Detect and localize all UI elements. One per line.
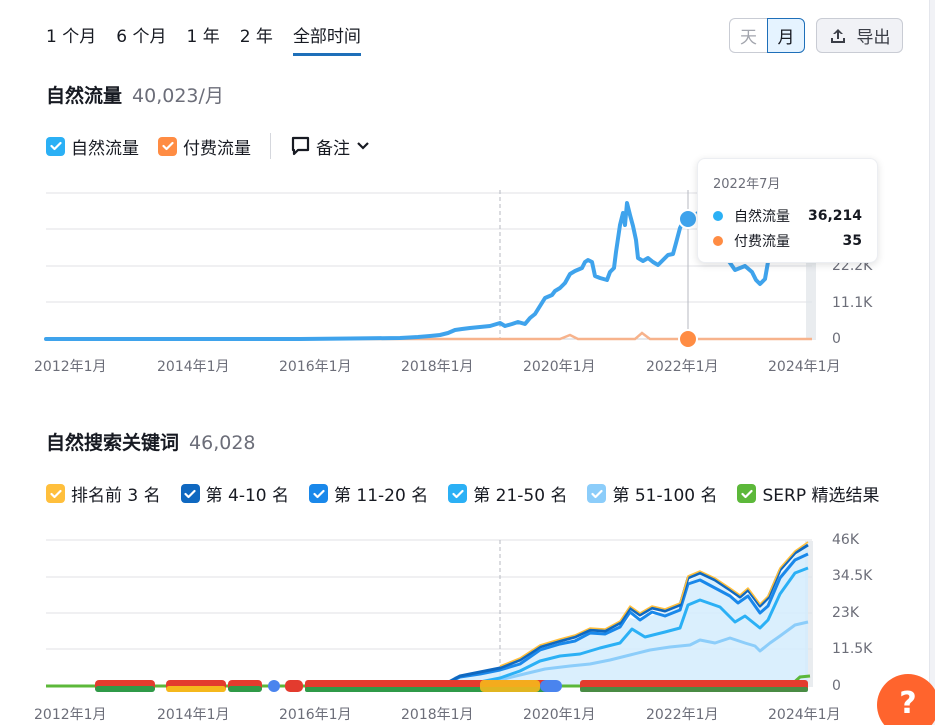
legend-label: 第 4-10 名	[205, 486, 290, 506]
keywords-value: 46,028	[189, 432, 256, 454]
checkbox-checked-icon[interactable]	[158, 136, 177, 156]
legend-51-100[interactable]: 第 51-100 名	[587, 481, 717, 506]
x-tick: 2018年1月	[401, 707, 474, 723]
x-tick: 2022年1月	[646, 359, 719, 375]
keywords-title: 自然搜索关键词	[46, 432, 180, 454]
legend-21-50[interactable]: 第 21-50 名	[448, 481, 567, 506]
dot-icon	[713, 210, 723, 221]
legend-label: 第 21-50 名	[473, 486, 568, 506]
legend-divider	[270, 133, 271, 159]
x-tick: 2012年1月	[34, 707, 107, 723]
period-tabs: 1 个月 6 个月 1 年 2 年 全部时间	[46, 22, 381, 56]
google-update-markers[interactable]	[95, 680, 808, 692]
x-tick: 2014年1月	[157, 359, 230, 375]
tooltip-row-organic: 自然流量 36,214	[713, 203, 862, 228]
legend-label: SERP 精选结果	[762, 486, 880, 506]
legend-label: 自然流量	[71, 138, 139, 159]
y-tick: 46K	[832, 532, 860, 548]
traffic-value: 40,023/月	[132, 85, 224, 107]
export-label: 导出	[856, 28, 891, 48]
keywords-legend: 排名前 3 名 第 4-10 名 第 11-20 名 第 21-50 名 第 5…	[46, 481, 879, 506]
traffic-chart[interactable]: 22.2K 11.1K 0 2012年1月 2014年1月 2016年1月 20…	[0, 180, 935, 380]
y-tick: 34.5K	[832, 568, 873, 584]
checkbox-checked-icon[interactable]	[180, 484, 200, 503]
traffic-legend: 自然流量 付费流量 备注	[46, 133, 370, 159]
y-tick: 23K	[832, 605, 860, 621]
month-button[interactable]: 月	[767, 18, 805, 53]
legend-11-20[interactable]: 第 11-20 名	[309, 481, 428, 506]
question-icon: ?	[899, 686, 917, 721]
legend-top-3[interactable]: 排名前 3 名	[46, 481, 161, 506]
checkbox-checked-icon[interactable]	[448, 484, 468, 503]
x-tick: 2012年1月	[34, 359, 107, 375]
legend-serp-features[interactable]: SERP 精选结果	[737, 481, 879, 506]
traffic-header: 自然流量 40,023/月	[46, 81, 224, 108]
tab-1-year[interactable]: 1 年	[186, 27, 220, 47]
chevron-down-icon	[357, 142, 369, 150]
y-tick: 11.1K	[832, 295, 873, 311]
x-tick: 2016年1月	[279, 359, 352, 375]
checkbox-checked-icon[interactable]	[737, 484, 757, 503]
x-tick: 2020年1月	[523, 707, 596, 723]
legend-organic-traffic[interactable]: 自然流量	[46, 134, 139, 159]
tab-1-month[interactable]: 1 个月	[46, 27, 97, 47]
y-tick: 0	[832, 331, 841, 347]
traffic-title: 自然流量	[46, 85, 123, 107]
keywords-header: 自然搜索关键词 46,028	[46, 428, 256, 455]
tooltip-value: 36,214	[807, 207, 862, 224]
tab-all-time[interactable]: 全部时间	[292, 22, 361, 56]
x-tick: 2024年1月	[768, 707, 841, 723]
help-button[interactable]: ?	[877, 674, 935, 725]
tooltip-value: 35	[842, 232, 862, 249]
x-tick: 2018年1月	[401, 359, 474, 375]
checkbox-checked-icon[interactable]	[46, 484, 65, 503]
keywords-chart[interactable]: 46K 34.5K 23K 11.5K 0 2012年1月 2014年1月 20…	[0, 525, 935, 725]
x-tick: 2020年1月	[523, 359, 596, 375]
legend-label: 第 51-100 名	[612, 486, 718, 506]
x-tick: 2016年1月	[279, 707, 352, 723]
tooltip-date: 2022年7月	[713, 177, 781, 192]
checkbox-checked-icon[interactable]	[46, 136, 65, 156]
legend-paid-traffic[interactable]: 付费流量	[158, 134, 251, 159]
tab-6-months[interactable]: 6 个月	[116, 27, 167, 47]
granularity-toggle: 天 月	[729, 18, 805, 53]
y-tick: 11.5K	[832, 641, 873, 657]
tooltip-label: 自然流量	[734, 208, 790, 225]
day-button[interactable]: 天	[729, 18, 767, 53]
upload-icon	[830, 28, 845, 43]
x-tick: 2014年1月	[157, 707, 230, 723]
legend-label: 排名前 3 名	[71, 486, 161, 506]
legend-label: 第 11-20 名	[334, 486, 429, 506]
x-tick: 2022年1月	[646, 707, 719, 723]
legend-4-10[interactable]: 第 4-10 名	[180, 481, 290, 506]
chart-tooltip: 2022年7月 自然流量 36,214 付费流量 35	[697, 158, 878, 263]
notes-dropdown[interactable]: 备注	[291, 134, 370, 159]
y-tick: 0	[832, 678, 841, 694]
x-tick: 2024年1月	[768, 359, 841, 375]
legend-label: 付费流量	[183, 138, 251, 159]
tooltip-row-paid: 付费流量 35	[713, 228, 862, 253]
checkbox-checked-icon[interactable]	[309, 484, 329, 503]
dot-icon	[713, 235, 723, 246]
checkbox-checked-icon[interactable]	[587, 484, 607, 503]
comment-icon	[291, 136, 310, 156]
tab-2-years[interactable]: 2 年	[239, 27, 273, 47]
export-button[interactable]: 导出	[816, 18, 903, 53]
page-scrollbar[interactable]	[929, 0, 935, 725]
notes-label: 备注	[316, 138, 350, 159]
tooltip-label: 付费流量	[734, 233, 790, 250]
